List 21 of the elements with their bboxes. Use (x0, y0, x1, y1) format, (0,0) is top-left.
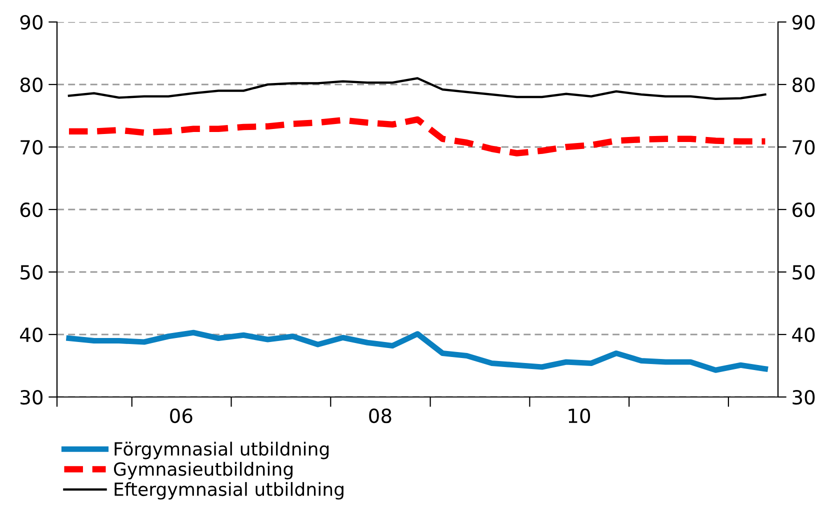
y2-tick-label: 90 (792, 14, 815, 30)
legend-label: Eftergymnasial utbildning (114, 482, 344, 500)
y2-tick-label: 80 (792, 77, 815, 92)
y2-tick-label: 60 (792, 202, 815, 218)
y2-tick-label: 30 (792, 390, 815, 405)
y2-tick-label: 70 (792, 140, 815, 155)
x-tick-label: 08 (369, 408, 392, 424)
y-tick-label: 40 (20, 327, 43, 342)
y-tick-label: 90 (20, 14, 43, 30)
y-tick-label: 60 (20, 202, 43, 218)
legend-label: Förgymnasial utbildning (114, 442, 329, 460)
y-tick-label: 80 (20, 77, 43, 92)
y2-tick-label: 50 (792, 264, 815, 280)
y-tick-label: 70 (20, 140, 43, 155)
y-tick-label: 30 (20, 390, 43, 405)
x-tick-label: 06 (170, 408, 192, 424)
legend-label: Gymnasieutbildning (114, 462, 292, 480)
x-tick-label: 10 (568, 408, 590, 424)
y2-tick-label: 40 (792, 327, 815, 342)
y-tick-label: 50 (20, 264, 43, 280)
line-series (68, 77, 766, 100)
